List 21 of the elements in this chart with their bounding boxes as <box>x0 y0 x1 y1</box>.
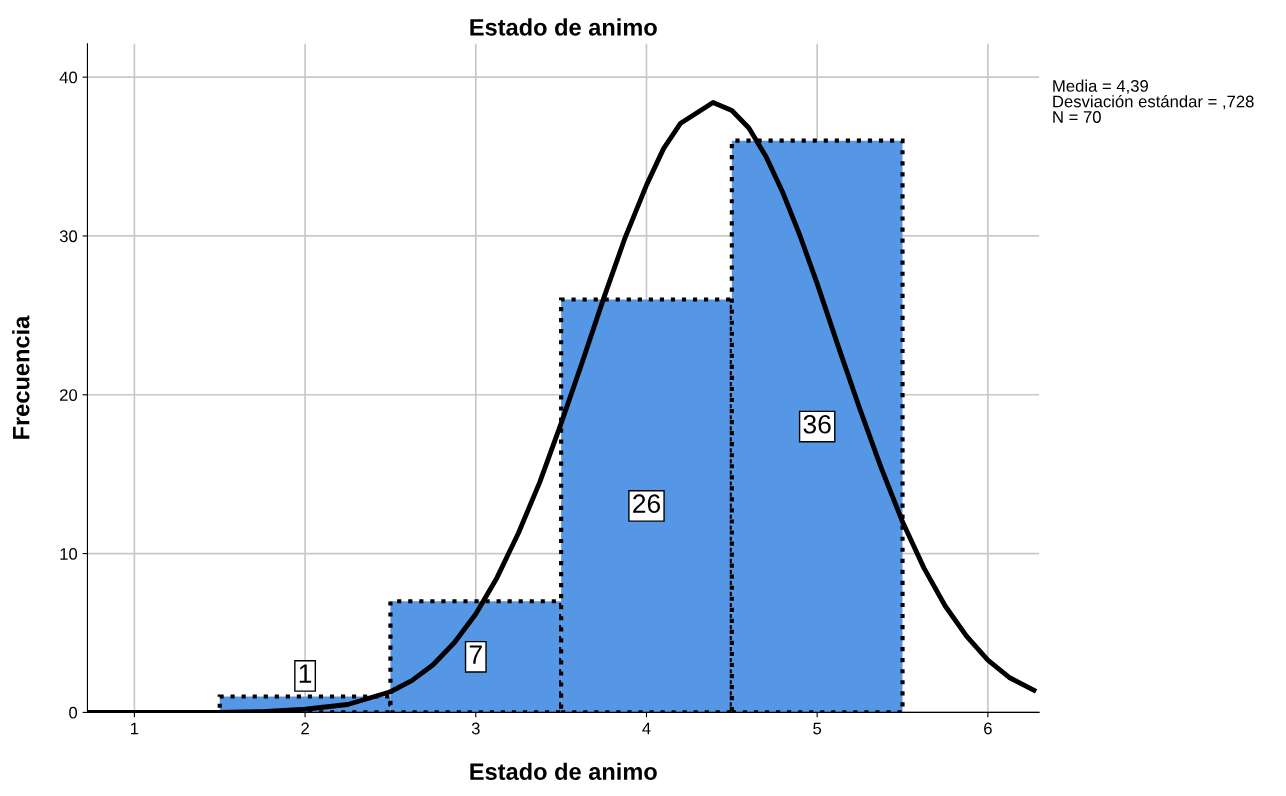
y-axis-title: Frecuencia <box>12 315 30 439</box>
x-tick-label: 4 <box>642 722 651 735</box>
y-tick-label: 20 <box>60 389 78 401</box>
text: Desviación estándar = ,728 <box>1053 94 1254 110</box>
y-tick-label: 10 <box>60 548 78 560</box>
y-tick-label: 40 <box>59 71 78 84</box>
data-label: 1 <box>299 664 312 683</box>
data-label: 36 <box>803 414 831 434</box>
x-tick-label: 5 <box>813 722 822 735</box>
x-tick-label: 6 <box>984 722 992 735</box>
text: Media = 4,39 <box>1053 79 1148 94</box>
y-tick-label: 0 <box>69 706 78 719</box>
data-label: 7 <box>469 645 482 664</box>
chart-title: Estado de animo <box>470 18 657 36</box>
x-tick-label: 2 <box>301 722 309 735</box>
x-tick-label: 1 <box>131 722 139 735</box>
x-axis-title: Estado de animo <box>470 762 657 781</box>
data-label: 26 <box>633 494 660 514</box>
x-tick-label: 3 <box>471 722 480 735</box>
y-tick-label: 30 <box>59 230 78 243</box>
text: N = 70 <box>1053 111 1101 123</box>
